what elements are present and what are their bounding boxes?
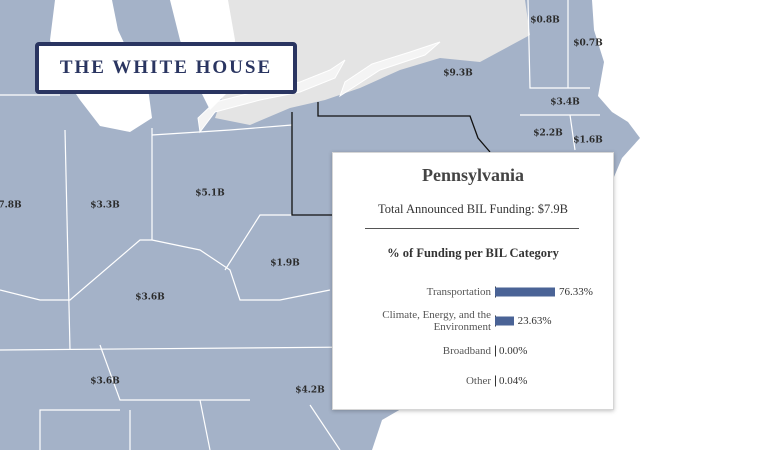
state-funding-label: $3.4B — [550, 98, 580, 108]
bar-baseline — [495, 375, 496, 387]
state-funding-label: $0.7B — [573, 39, 603, 49]
lake-ontario — [339, 41, 441, 98]
bar — [495, 287, 555, 297]
value-label: 23.63% — [517, 315, 552, 327]
state-funding-label: $4.2B — [295, 386, 325, 396]
state-funding-label: $3.6B — [135, 293, 165, 303]
state-funding-label: $2.2B — [533, 129, 563, 139]
category-label: Climate, Energy, and the Environment — [382, 309, 491, 333]
logo[interactable]: THE WHITE HOUSE — [35, 42, 297, 94]
value-label: 0.00% — [499, 345, 528, 357]
category-label: Other — [465, 375, 491, 387]
state-funding-label: 7.8B — [0, 201, 22, 211]
ocean — [372, 0, 768, 450]
category-label: Transportation — [426, 286, 491, 298]
state-funding-label: $5.1B — [195, 189, 225, 199]
state-funding-label: $3.6B — [90, 377, 120, 387]
state-borders — [0, 0, 601, 450]
pennsylvania-outline — [291, 102, 491, 216]
value-label: 0.04% — [499, 375, 528, 387]
tooltip-title: Pennsylvania — [421, 165, 525, 185]
tooltip-subtitle: % of Funding per BIL Category — [387, 246, 559, 260]
tooltip: Pennsylvania Total Announced BIL Funding… — [332, 152, 614, 410]
state-funding-label: $1.6B — [573, 136, 603, 146]
category-label: Broadband — [442, 345, 491, 357]
state-funding-label: $9.3B — [443, 69, 473, 79]
value-label: 76.33% — [559, 286, 593, 298]
bar — [495, 316, 514, 326]
tooltip-total: Total Announced BIL Funding: $7.9B — [378, 202, 568, 216]
separator — [365, 228, 579, 229]
state-funding-label: $3.3B — [90, 201, 120, 211]
state-funding-label: $0.8B — [530, 16, 560, 26]
state-funding-label: $1.9B — [270, 259, 300, 269]
bar-baseline — [495, 345, 496, 357]
